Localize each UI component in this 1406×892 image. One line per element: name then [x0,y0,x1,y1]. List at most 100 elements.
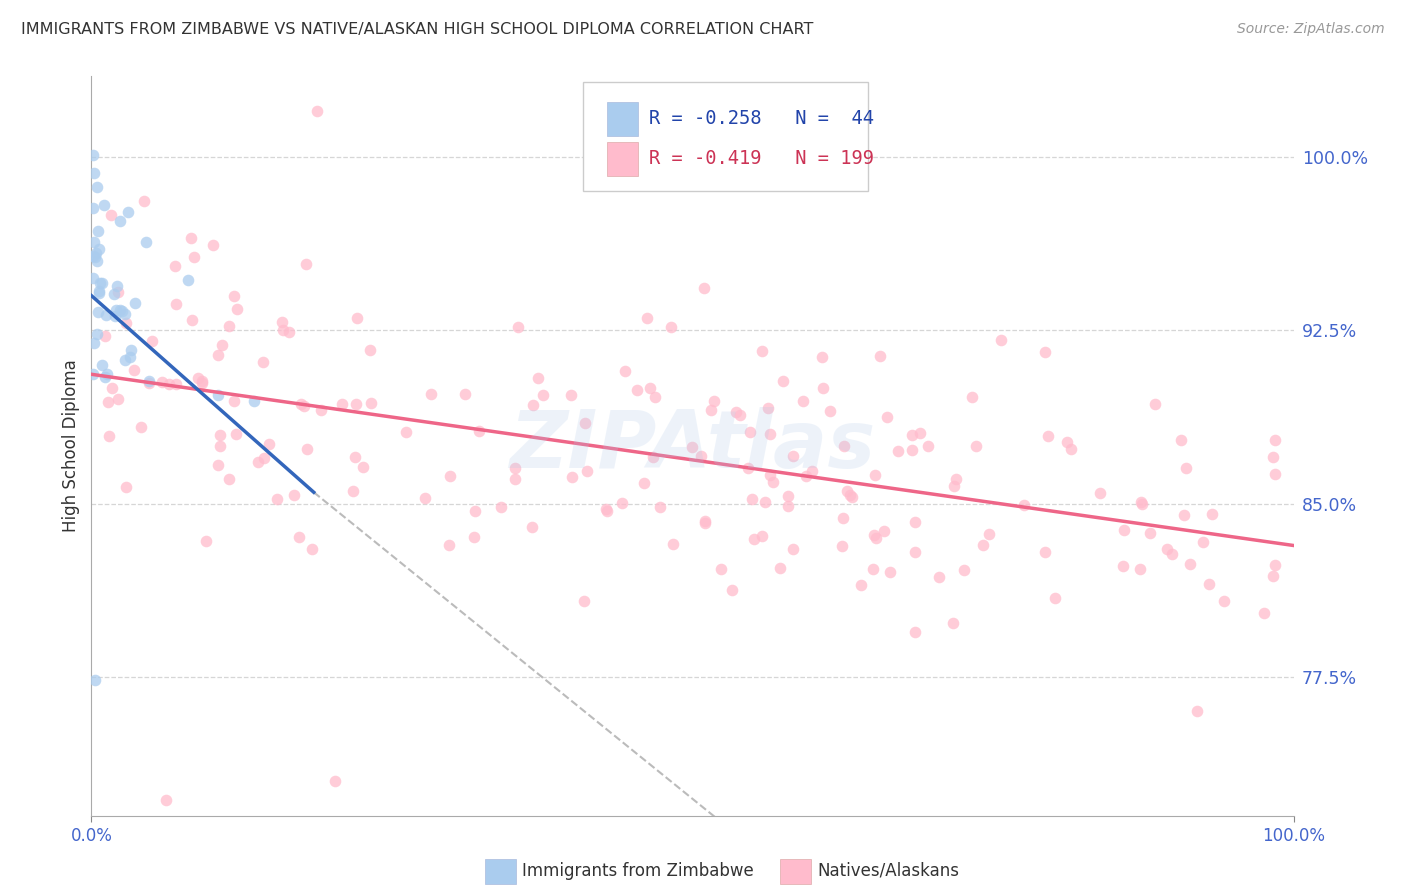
Point [887,444,910,458]
Point [1253,606,1275,620]
Point [626,383,648,397]
Point [463,530,485,544]
Point [247,455,270,469]
Point [207,348,229,362]
Point [129,420,152,434]
Point [741,492,763,507]
Point [89,276,111,290]
Point [114,352,136,367]
Point [695,516,717,531]
Text: Source: ZipAtlas.com: Source: ZipAtlas.com [1237,22,1385,37]
Point [394,425,416,439]
Point [1056,435,1078,450]
Point [132,194,155,208]
Point [659,320,682,334]
Point [1033,344,1056,359]
Point [576,464,599,478]
Point [737,461,759,475]
Point [165,297,187,311]
Point [928,570,950,584]
Point [94,329,117,343]
Point [120,351,142,365]
Point [150,375,173,389]
Point [180,313,202,327]
Point [138,374,160,388]
Point [644,390,666,404]
Point [505,472,527,486]
Point [91,276,114,290]
Point [1198,577,1220,591]
Point [84,245,107,260]
Point [83,250,105,264]
Point [83,336,105,351]
Point [271,323,294,337]
Point [283,488,305,502]
Point [108,214,131,228]
Point [901,442,924,457]
Point [191,375,214,389]
Point [953,562,976,576]
Point [831,539,853,553]
Point [413,491,436,505]
Point [1088,486,1111,500]
Point [904,515,927,529]
Point [323,774,346,789]
Point [439,538,461,552]
Point [776,489,799,503]
Point [309,403,332,417]
Point [520,519,543,533]
Point [818,403,841,417]
Point [531,388,554,402]
Text: R = -0.258   N =  44: R = -0.258 N = 44 [650,110,875,128]
Point [904,544,927,558]
Point [1264,434,1286,448]
Point [297,442,319,456]
Point [862,527,884,541]
Text: IMMIGRANTS FROM ZIMBABWE VS NATIVE/ALASKAN HIGH SCHOOL DIPLOMA CORRELATION CHART: IMMIGRANTS FROM ZIMBABWE VS NATIVE/ALASK… [21,22,814,37]
Point [638,381,661,395]
Point [1192,534,1215,549]
Point [344,450,367,464]
Point [295,256,318,270]
Point [346,310,368,325]
Point [222,393,245,408]
Point [259,437,281,451]
Point [211,338,233,352]
Point [91,358,114,372]
Point [863,467,886,482]
Point [1129,562,1152,576]
Point [1201,507,1223,521]
Point [636,310,658,325]
Text: R = -0.419   N = 199: R = -0.419 N = 199 [650,149,875,169]
Point [1060,442,1083,457]
Point [740,425,762,439]
Point [468,424,491,438]
Point [83,235,105,249]
Point [945,472,967,486]
Point [138,376,160,391]
Point [86,254,108,268]
Point [83,166,105,180]
Point [252,450,274,465]
Point [725,405,748,419]
Point [1175,461,1198,475]
Point [876,409,898,424]
Point [1144,397,1167,411]
Point [330,396,353,410]
Point [1185,705,1208,719]
Point [908,425,931,440]
Point [700,402,723,417]
Point [1033,545,1056,559]
Point [862,562,884,576]
Point [794,469,817,483]
Point [865,531,887,545]
Point [252,355,274,369]
Point [82,271,104,285]
Point [207,388,229,402]
Point [86,327,108,342]
Point [292,399,315,413]
Point [98,428,121,442]
Point [662,536,685,550]
Point [201,238,224,252]
Point [560,388,582,402]
